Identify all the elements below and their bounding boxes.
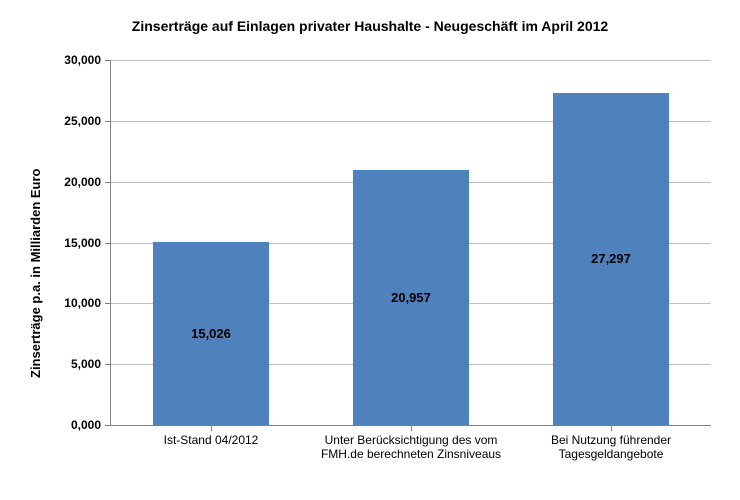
y-tickmark	[105, 243, 111, 244]
y-tick-label: 15,000	[64, 236, 101, 250]
x-tick-label: Unter Berücksichtigung des vom FMH.de be…	[316, 433, 506, 461]
bar: 20,957	[353, 170, 469, 425]
x-tickmark	[411, 425, 412, 431]
bar-value-label: 15,026	[153, 326, 269, 341]
x-tickmark	[611, 425, 612, 431]
bar-value-label: 20,957	[353, 290, 469, 305]
y-tickmark	[105, 425, 111, 426]
y-tick-label: 25,000	[64, 114, 101, 128]
y-tickmark	[105, 60, 111, 61]
y-tickmark	[105, 303, 111, 304]
x-tickmark	[211, 425, 212, 431]
bar: 27,297	[553, 93, 669, 425]
chart-title: Zinserträge auf Einlagen privater Hausha…	[0, 18, 740, 34]
x-tick-label: Ist-Stand 04/2012	[116, 433, 306, 447]
bar-value-label: 27,297	[553, 251, 669, 266]
chart-container: Zinserträge auf Einlagen privater Hausha…	[0, 0, 740, 500]
gridline	[111, 60, 711, 61]
y-tick-label: 30,000	[64, 53, 101, 67]
plot-area: 0,000 5,000 10,000 15,000 20,000 25,000 …	[110, 60, 711, 426]
y-tickmark	[105, 364, 111, 365]
y-axis-title: Zinserträge p.a. in Milliarden Euro	[28, 168, 43, 378]
bar: 15,026	[153, 242, 269, 425]
y-tickmark	[105, 121, 111, 122]
x-tick-label: Bei Nutzung führender Tagesgeldangebote	[516, 433, 706, 461]
y-tick-label: 0,000	[71, 418, 101, 432]
y-tick-label: 20,000	[64, 175, 101, 189]
y-tick-label: 10,000	[64, 296, 101, 310]
y-tick-label: 5,000	[71, 357, 101, 371]
y-tickmark	[105, 182, 111, 183]
